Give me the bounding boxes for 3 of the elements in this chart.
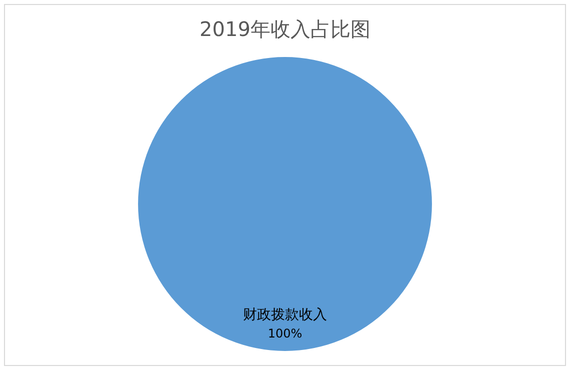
chart-title: 2019年收入占比图 <box>200 17 370 42</box>
data-label: 100% <box>268 326 302 341</box>
slice-label: 财政拨款收入 <box>243 307 327 324</box>
